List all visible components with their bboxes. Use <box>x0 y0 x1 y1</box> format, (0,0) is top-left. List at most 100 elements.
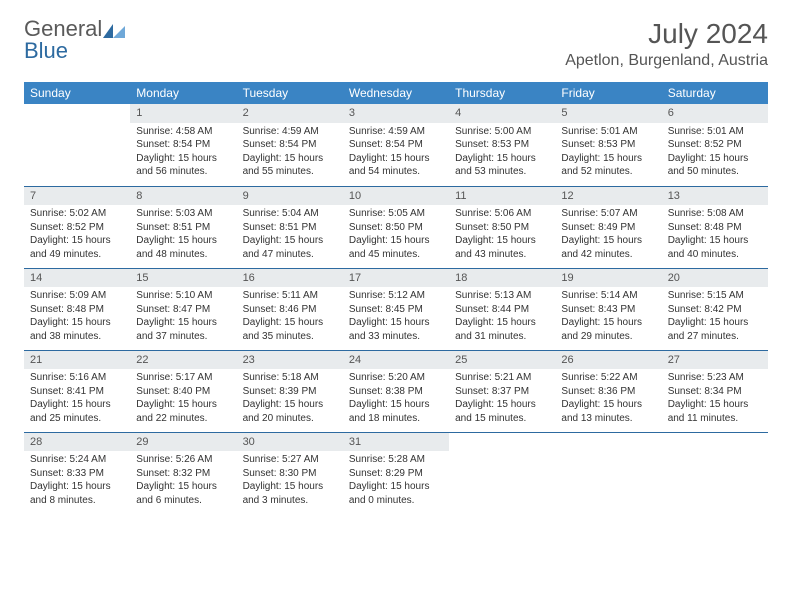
day-body: Sunrise: 5:17 AMSunset: 8:40 PMDaylight:… <box>130 371 236 429</box>
daylight-line: Daylight: 15 hours and 18 minutes. <box>349 398 443 425</box>
sunrise-line: Sunrise: 5:12 AM <box>349 289 443 303</box>
day-body: Sunrise: 5:00 AMSunset: 8:53 PMDaylight:… <box>449 125 555 183</box>
week-row: 28Sunrise: 5:24 AMSunset: 8:33 PMDayligh… <box>24 432 768 514</box>
day-number: 14 <box>24 269 130 288</box>
sunrise-line: Sunrise: 5:26 AM <box>136 453 230 467</box>
sunset-line: Sunset: 8:52 PM <box>30 221 124 235</box>
day-cell: 15Sunrise: 5:10 AMSunset: 8:47 PMDayligh… <box>130 268 236 350</box>
daylight-line: Daylight: 15 hours and 0 minutes. <box>349 480 443 507</box>
location: Apetlon, Burgenland, Austria <box>565 52 768 70</box>
day-number: 9 <box>237 187 343 206</box>
day-number: 2 <box>237 104 343 123</box>
daylight-line: Daylight: 15 hours and 37 minutes. <box>136 316 230 343</box>
day-cell: 31Sunrise: 5:28 AMSunset: 8:29 PMDayligh… <box>343 432 449 514</box>
day-number: 19 <box>555 269 661 288</box>
day-cell: 22Sunrise: 5:17 AMSunset: 8:40 PMDayligh… <box>130 350 236 432</box>
sunrise-line: Sunrise: 5:22 AM <box>561 371 655 385</box>
sunset-line: Sunset: 8:53 PM <box>455 138 549 152</box>
daylight-line: Daylight: 15 hours and 53 minutes. <box>455 152 549 179</box>
day-number: 30 <box>237 433 343 452</box>
daylight-line: Daylight: 15 hours and 31 minutes. <box>455 316 549 343</box>
daylight-line: Daylight: 15 hours and 20 minutes. <box>243 398 337 425</box>
month-title: July 2024 <box>565 18 768 50</box>
sunrise-line: Sunrise: 5:01 AM <box>668 125 762 139</box>
daylight-line: Daylight: 15 hours and 56 minutes. <box>136 152 230 179</box>
daylight-line: Daylight: 15 hours and 8 minutes. <box>30 480 124 507</box>
day-body: Sunrise: 5:27 AMSunset: 8:30 PMDaylight:… <box>237 453 343 511</box>
sunset-line: Sunset: 8:53 PM <box>561 138 655 152</box>
sunrise-line: Sunrise: 5:04 AM <box>243 207 337 221</box>
day-number: 5 <box>555 104 661 123</box>
day-number: 3 <box>343 104 449 123</box>
sunset-line: Sunset: 8:51 PM <box>243 221 337 235</box>
day-body: Sunrise: 5:08 AMSunset: 8:48 PMDaylight:… <box>662 207 768 265</box>
sunset-line: Sunset: 8:34 PM <box>668 385 762 399</box>
sunset-line: Sunset: 8:39 PM <box>243 385 337 399</box>
sunset-line: Sunset: 8:51 PM <box>136 221 230 235</box>
sunrise-line: Sunrise: 5:15 AM <box>668 289 762 303</box>
sunrise-line: Sunrise: 5:01 AM <box>561 125 655 139</box>
day-body: Sunrise: 5:04 AMSunset: 8:51 PMDaylight:… <box>237 207 343 265</box>
day-body: Sunrise: 5:13 AMSunset: 8:44 PMDaylight:… <box>449 289 555 347</box>
day-number: 17 <box>343 269 449 288</box>
day-body: Sunrise: 5:18 AMSunset: 8:39 PMDaylight:… <box>237 371 343 429</box>
sunset-line: Sunset: 8:49 PM <box>561 221 655 235</box>
day-header: Thursday <box>449 82 555 104</box>
week-row: 14Sunrise: 5:09 AMSunset: 8:48 PMDayligh… <box>24 268 768 350</box>
daylight-line: Daylight: 15 hours and 15 minutes. <box>455 398 549 425</box>
sunrise-line: Sunrise: 4:58 AM <box>136 125 230 139</box>
day-number: 24 <box>343 351 449 370</box>
sunrise-line: Sunrise: 5:02 AM <box>30 207 124 221</box>
sunrise-line: Sunrise: 5:13 AM <box>455 289 549 303</box>
day-cell <box>24 104 130 186</box>
day-cell <box>449 432 555 514</box>
sunrise-line: Sunrise: 5:14 AM <box>561 289 655 303</box>
sunrise-line: Sunrise: 5:05 AM <box>349 207 443 221</box>
day-cell: 19Sunrise: 5:14 AMSunset: 8:43 PMDayligh… <box>555 268 661 350</box>
daylight-line: Daylight: 15 hours and 52 minutes. <box>561 152 655 179</box>
day-number: 7 <box>24 187 130 206</box>
daylight-line: Daylight: 15 hours and 33 minutes. <box>349 316 443 343</box>
day-cell: 30Sunrise: 5:27 AMSunset: 8:30 PMDayligh… <box>237 432 343 514</box>
sunrise-line: Sunrise: 5:23 AM <box>668 371 762 385</box>
sunset-line: Sunset: 8:41 PM <box>30 385 124 399</box>
daylight-line: Daylight: 15 hours and 3 minutes. <box>243 480 337 507</box>
day-number: 16 <box>237 269 343 288</box>
logo: GeneralBlue <box>24 18 127 62</box>
day-number: 8 <box>130 187 236 206</box>
sunset-line: Sunset: 8:54 PM <box>136 138 230 152</box>
day-number: 26 <box>555 351 661 370</box>
day-body: Sunrise: 5:09 AMSunset: 8:48 PMDaylight:… <box>24 289 130 347</box>
sunset-line: Sunset: 8:42 PM <box>668 303 762 317</box>
logo-text: GeneralBlue <box>24 18 127 62</box>
day-number: 10 <box>343 187 449 206</box>
sunset-line: Sunset: 8:32 PM <box>136 467 230 481</box>
day-cell: 14Sunrise: 5:09 AMSunset: 8:48 PMDayligh… <box>24 268 130 350</box>
day-body: Sunrise: 5:28 AMSunset: 8:29 PMDaylight:… <box>343 453 449 511</box>
daylight-line: Daylight: 15 hours and 43 minutes. <box>455 234 549 261</box>
sunset-line: Sunset: 8:40 PM <box>136 385 230 399</box>
sunset-line: Sunset: 8:50 PM <box>455 221 549 235</box>
sunset-line: Sunset: 8:33 PM <box>30 467 124 481</box>
day-cell: 10Sunrise: 5:05 AMSunset: 8:50 PMDayligh… <box>343 186 449 268</box>
day-cell: 12Sunrise: 5:07 AMSunset: 8:49 PMDayligh… <box>555 186 661 268</box>
calendar-table: Sunday Monday Tuesday Wednesday Thursday… <box>24 82 768 514</box>
sunrise-line: Sunrise: 5:18 AM <box>243 371 337 385</box>
day-body: Sunrise: 5:24 AMSunset: 8:33 PMDaylight:… <box>24 453 130 511</box>
sunrise-line: Sunrise: 5:27 AM <box>243 453 337 467</box>
week-row: 21Sunrise: 5:16 AMSunset: 8:41 PMDayligh… <box>24 350 768 432</box>
day-number: 13 <box>662 187 768 206</box>
sunrise-line: Sunrise: 5:08 AM <box>668 207 762 221</box>
day-body: Sunrise: 5:07 AMSunset: 8:49 PMDaylight:… <box>555 207 661 265</box>
sunset-line: Sunset: 8:30 PM <box>243 467 337 481</box>
day-cell: 4Sunrise: 5:00 AMSunset: 8:53 PMDaylight… <box>449 104 555 186</box>
sunset-line: Sunset: 8:50 PM <box>349 221 443 235</box>
day-cell: 20Sunrise: 5:15 AMSunset: 8:42 PMDayligh… <box>662 268 768 350</box>
day-header: Saturday <box>662 82 768 104</box>
daylight-line: Daylight: 15 hours and 55 minutes. <box>243 152 337 179</box>
day-cell: 29Sunrise: 5:26 AMSunset: 8:32 PMDayligh… <box>130 432 236 514</box>
daylight-line: Daylight: 15 hours and 6 minutes. <box>136 480 230 507</box>
day-cell: 8Sunrise: 5:03 AMSunset: 8:51 PMDaylight… <box>130 186 236 268</box>
day-cell: 1Sunrise: 4:58 AMSunset: 8:54 PMDaylight… <box>130 104 236 186</box>
brand-word-2: Blue <box>24 38 68 63</box>
